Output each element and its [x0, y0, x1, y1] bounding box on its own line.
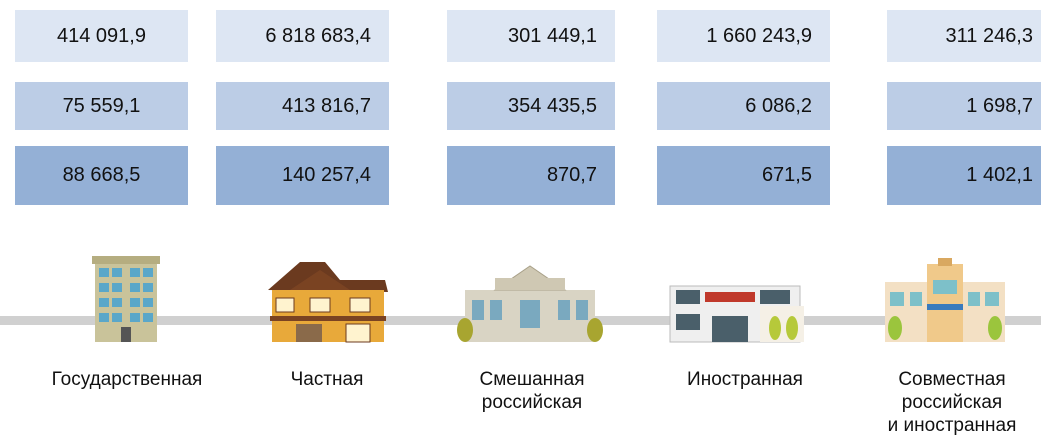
value-cell: 75 559,1	[15, 82, 188, 130]
label-line: Частная	[290, 369, 364, 390]
building-state	[92, 256, 160, 342]
label-line: Государственная	[51, 369, 203, 390]
ownership-label: Иностранная	[645, 368, 845, 391]
label-line: Смешанная	[479, 369, 585, 390]
label-line: и иностранная	[887, 415, 1017, 436]
ownership-label: Государственная	[27, 368, 227, 391]
building-private	[268, 262, 388, 343]
building-joint	[885, 258, 1005, 342]
ownership-label: Смешанная российская	[432, 368, 632, 414]
value-cell: 6 818 683,4	[216, 10, 389, 62]
value-cell: 301 449,1	[447, 10, 615, 62]
value-cell: 1 698,7	[887, 82, 1041, 130]
value-cell: 311 246,3	[887, 10, 1041, 62]
value-cell: 1 660 243,9	[657, 10, 830, 62]
label-line: Совместная	[898, 369, 1006, 390]
building-mixed	[457, 265, 603, 342]
value-cell: 671,5	[657, 146, 830, 205]
label-line: российская	[481, 392, 583, 413]
value-cell: 1 402,1	[887, 146, 1041, 205]
building-foreign	[669, 285, 804, 343]
label-line: Иностранная	[687, 369, 803, 390]
ownership-label: Частная	[227, 368, 427, 391]
value-cell: 88 668,5	[15, 146, 188, 205]
value-cell: 414 091,9	[15, 10, 188, 62]
ownership-label: Совместная российская и иностранная	[852, 368, 1041, 437]
value-cell: 354 435,5	[447, 82, 615, 130]
value-cell: 413 816,7	[216, 82, 389, 130]
value-cell: 6 086,2	[657, 82, 830, 130]
value-cell: 870,7	[447, 146, 615, 205]
value-cell: 140 257,4	[216, 146, 389, 205]
label-line: российская	[901, 392, 1003, 413]
